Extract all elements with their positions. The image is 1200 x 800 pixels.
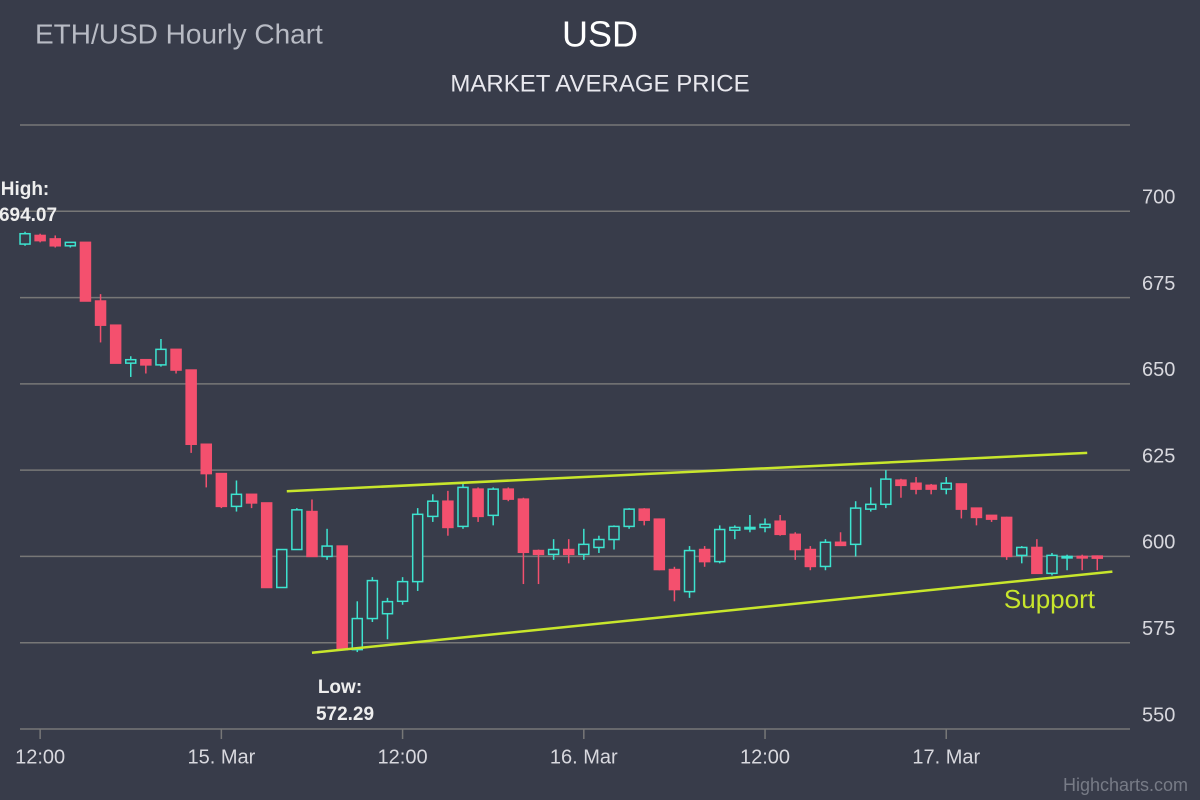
candle-body: [200, 443, 213, 475]
candle-body: [124, 358, 137, 364]
candle-body: [1076, 555, 1088, 559]
y-tick-label: 675: [1142, 273, 1175, 295]
candle-body: [759, 523, 771, 529]
candle-body: [638, 508, 650, 521]
candle-body: [895, 479, 907, 487]
candle-body: [955, 483, 968, 510]
candle-body: [789, 533, 801, 551]
candle-body: [849, 507, 862, 546]
candle-body: [34, 234, 46, 242]
candle-body: [608, 525, 620, 541]
candle-body: [1091, 555, 1104, 559]
candle-body: [698, 548, 711, 563]
candle-body: [79, 241, 92, 302]
candle-body: [230, 493, 243, 508]
y-tick-label: 650: [1142, 359, 1175, 381]
high-value: 694.07: [0, 205, 57, 226]
candle-body: [1000, 516, 1013, 558]
candle-body: [381, 600, 394, 615]
candle-body: [502, 488, 515, 500]
candle-body: [683, 549, 696, 593]
candle-body: [880, 478, 892, 506]
candle-body: [910, 482, 922, 490]
low-label: Low:: [318, 677, 362, 698]
candle-body: [532, 549, 545, 556]
candle-body: [487, 488, 499, 517]
candle-body: [366, 579, 379, 620]
candle-body: [985, 514, 998, 520]
candle-body: [774, 520, 786, 536]
y-tick-label: 625: [1142, 445, 1175, 467]
candle-body: [1046, 554, 1058, 575]
candle-body: [427, 500, 439, 518]
candle-body: [517, 498, 530, 554]
x-tick-label: 15. Mar: [187, 746, 255, 768]
candle-body: [834, 541, 847, 547]
candle-body: [94, 300, 107, 326]
chart-subtitle: MARKET AVERAGE PRICE: [450, 70, 749, 97]
x-tick-label: 12:00: [740, 746, 790, 768]
candle-body: [442, 500, 454, 529]
candle-body: [593, 538, 605, 549]
candle-body: [19, 232, 31, 245]
candle-body: [215, 472, 228, 508]
candle-body: [336, 545, 348, 651]
candle-body: [457, 486, 469, 528]
resistance-line: [286, 451, 1088, 493]
candle-body: [396, 580, 409, 603]
candle-body: [260, 502, 273, 589]
x-tick-label: 12:00: [378, 746, 428, 768]
candle-body: [472, 488, 484, 518]
candle-body: [729, 526, 741, 531]
candle-body: [925, 484, 937, 490]
candle-body: [321, 545, 333, 558]
y-tick-label: 550: [1142, 704, 1175, 726]
y-tick-label: 700: [1142, 187, 1175, 209]
high-label: High:: [1, 179, 50, 200]
candle-body: [170, 348, 182, 371]
candle-body: [578, 543, 590, 556]
y-tick-label: 600: [1142, 532, 1175, 554]
candle-body: [49, 238, 61, 247]
candle-body: [276, 548, 288, 589]
candle-body: [351, 617, 364, 651]
candle-body: [562, 548, 575, 556]
candle-body: [547, 548, 560, 556]
candle-body: [623, 508, 635, 528]
x-tick-label: 12:00: [15, 746, 65, 768]
candle-body: [653, 518, 666, 571]
candle-body: [64, 241, 77, 247]
candle-body: [713, 528, 726, 563]
page-title: ETH/USD Hourly Chart: [35, 18, 323, 49]
support-line: [311, 570, 1113, 654]
candle-body: [245, 493, 258, 504]
candle-body: [864, 503, 877, 510]
credits[interactable]: Highcharts.com: [1063, 775, 1188, 795]
candle-body: [306, 510, 318, 558]
candle-body: [940, 482, 953, 490]
x-tick-label: 16. Mar: [550, 746, 618, 768]
candle-body: [819, 541, 832, 568]
candle-body: [668, 568, 681, 591]
candle-body: [155, 348, 167, 366]
y-tick-label: 575: [1142, 618, 1175, 640]
candle-body: [1061, 555, 1073, 559]
low-value: 572.29: [316, 704, 374, 725]
candle-body: [411, 513, 424, 583]
candle-body: [140, 358, 152, 366]
candle-body: [970, 507, 983, 519]
candle-body: [291, 509, 303, 551]
candle-body: [744, 526, 756, 530]
candle-body: [1016, 546, 1028, 557]
chart-title: USD: [562, 14, 638, 55]
candle-body: [1031, 546, 1043, 575]
support-label: Support: [1004, 584, 1096, 614]
x-tick-label: 17. Mar: [912, 746, 980, 768]
candle-body: [804, 548, 817, 568]
candle-body: [109, 324, 122, 364]
candle-body: [185, 369, 197, 446]
